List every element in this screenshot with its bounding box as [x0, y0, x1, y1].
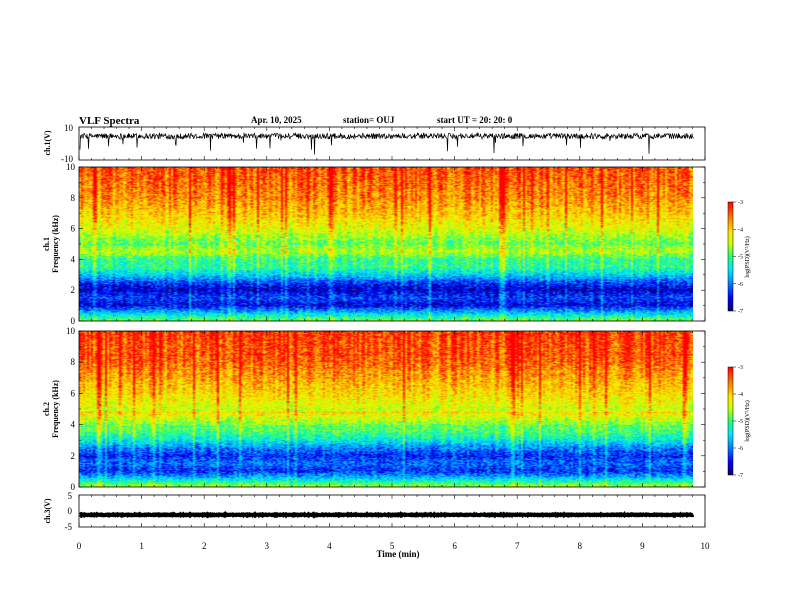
ch1-spectrogram-heatmap: [79, 167, 693, 321]
colorbar-tick-label: -3: [738, 200, 743, 206]
frequency-tick-label: 4: [71, 254, 76, 264]
waveform-line: [79, 510, 695, 519]
ch1-spectrogram-panel: 0 2 4 6 8 10 ch.1 Frequency (kHz) -3 -4 -5 -6 -7 …: [42, 162, 751, 326]
frequency-tick-label: 2: [71, 451, 76, 461]
time-tick-label: 10: [701, 541, 711, 551]
time-ticks-p2: [78, 167, 706, 321]
time-tick-label: 7: [515, 541, 520, 551]
ch1-ytick-bottom: -10: [61, 154, 73, 164]
ch1-waveform-trace: [79, 131, 694, 155]
frequency-tick-label: 8: [71, 357, 76, 367]
time-ticks-p1: [78, 127, 706, 160]
frequency-tick-label: 6: [71, 224, 76, 234]
frequency-tick-label: 0: [71, 482, 76, 492]
frequency-tick-label: 10: [66, 162, 76, 172]
ch3-ylabel: ch.3(V): [43, 498, 52, 523]
time-tick-label: 6: [452, 541, 457, 551]
ch1-colorbar-label: log(PSD)(V²/Hz): [744, 236, 751, 277]
colorbar-tick-label: -6: [738, 282, 743, 288]
start-time-label: start UT = 20: 20: 0: [437, 115, 513, 125]
time-tick-label: 5: [390, 541, 395, 551]
ch2-frequency-ticks: 0 2 4 6 8 10: [66, 326, 705, 492]
ch3-ytick-bottom: -5: [65, 522, 73, 532]
time-tick-label: 4: [327, 541, 332, 551]
frequency-tick-label: 10: [66, 326, 76, 336]
frequency-tick-label: 6: [71, 388, 76, 398]
colorbar-tick-label: -7: [738, 309, 743, 315]
time-tick-label: 8: [578, 541, 583, 551]
colorbar-tick-label: -7: [738, 473, 743, 479]
frequency-tick-label: 4: [71, 420, 76, 430]
colorbar-tick-label: -5: [738, 255, 743, 261]
ch3-waveform-trace: [79, 510, 695, 519]
ch3-ytick-top: 5: [68, 491, 73, 501]
ch2-colorbar: -3 -4 -5 -6 -7 log(PSD)(V²/Hz): [727, 365, 751, 479]
ch2-colorbar-label: log(PSD)(V²/Hz): [744, 400, 751, 441]
time-tick-label: 1: [139, 541, 144, 551]
ch2-spectrogram-panel: 0 2 4 6 8 10 ch.2 Frequency (kHz) -3 -4 -5 -6 -7 …: [42, 326, 751, 492]
frequency-tick-label: 8: [71, 193, 76, 203]
colorbar-tick-label: -6: [738, 446, 743, 452]
ch2-frequency-label: Frequency (kHz): [51, 380, 60, 438]
time-tick-label: 2: [202, 541, 207, 551]
time-ticks-p4: [78, 495, 706, 527]
figure-title: VLF Spectra: [79, 115, 140, 127]
ch1-channel-label: ch.1: [42, 237, 51, 251]
frequency-tick-label: 2: [71, 285, 76, 295]
colorbar-tick-label: -4: [738, 392, 743, 398]
colorbar-tick-label: -4: [738, 227, 743, 233]
station-label: station= OUJ: [343, 115, 395, 125]
ch1-ytick-top: 10: [64, 123, 74, 133]
time-tick-label: 3: [265, 541, 270, 551]
waveform-line: [79, 131, 694, 155]
ch1-colorbar: -3 -4 -5 -6 -7 log(PSD)(V²/Hz): [727, 200, 751, 315]
ch1-waveform-panel: 10 -10 ch.1(V): [43, 123, 706, 164]
time-axis-label: Time (min): [376, 549, 419, 559]
time-axis-tick-labels: 0 1 2 3 4 5 6 7 8 9 10: [77, 541, 710, 551]
frequency-tick-label: 0: [71, 316, 76, 326]
ch1-frequency-ticks: 0 2 4 6 8 10: [66, 162, 705, 326]
ch3-frame: [78, 494, 706, 528]
time-tick-label: 0: [77, 541, 82, 551]
ch3-ytick-middle: 0: [68, 506, 73, 516]
ch1-frequency-label: Frequency (kHz): [51, 215, 60, 273]
time-tick-label: 9: [640, 541, 645, 551]
ch3-waveform-panel: 5 0 -5 ch.3(V): [43, 491, 706, 532]
ch2-channel-label: ch.2: [42, 402, 51, 416]
time-ticks-p3: [78, 331, 706, 487]
ch1-ylabel: ch.1(V): [43, 130, 52, 155]
colorbar-tick-label: -5: [738, 419, 743, 425]
colorbar-tick-label: -3: [738, 365, 743, 371]
ch2-spectrogram-heatmap: [79, 331, 693, 487]
date-label: Apr. 10, 2025: [251, 115, 302, 125]
ch1-frame: [78, 126, 706, 161]
